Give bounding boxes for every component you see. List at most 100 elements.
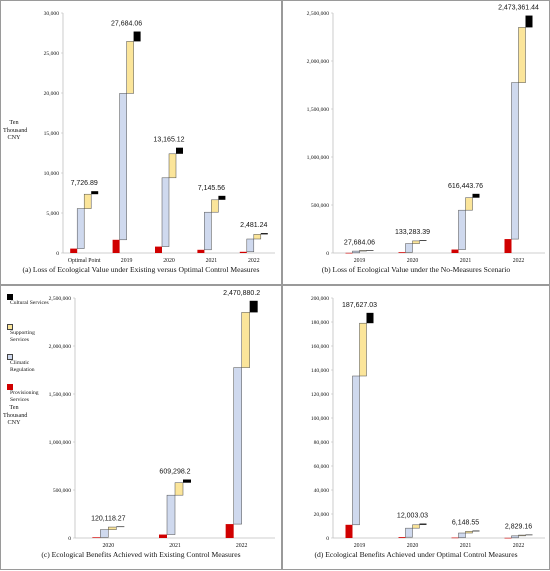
x-tick-label: 2021 bbox=[460, 258, 472, 264]
y-tick-label: 25,000 bbox=[44, 51, 60, 57]
y-tick-label: 1,500,000 bbox=[307, 107, 330, 113]
bar-supporting-2020 bbox=[168, 153, 177, 179]
bar-climatic-2021 bbox=[458, 209, 466, 250]
bar-climatic-2022 bbox=[246, 238, 255, 253]
y-tick-label: 5,000 bbox=[46, 211, 59, 217]
bar-provisioning-2020 bbox=[92, 537, 101, 538]
y-unit-label: Ten Thousand CNY bbox=[3, 119, 28, 141]
x-tick-label: 2022 bbox=[513, 543, 525, 549]
bar-cultural-2021 bbox=[472, 193, 480, 198]
x-tick-label: 2020 bbox=[407, 543, 419, 549]
x-tick-label: 2020 bbox=[407, 258, 419, 264]
chart-caption-a: (a) Loss of Ecological Value under Exist… bbox=[22, 265, 260, 274]
bar-climatic-2021 bbox=[204, 211, 212, 251]
chart-a-plot: 0 5,000 10,000 15,000 20,000 25,000 30,000 7,72… bbox=[44, 11, 275, 264]
total-data-label: 12,003.03 bbox=[397, 513, 428, 520]
y-tick-label: 80,000 bbox=[314, 440, 330, 446]
y-tick-label: 120,000 bbox=[311, 392, 329, 398]
y-tick-label: 0 bbox=[56, 251, 59, 257]
bar-provisioning-optimal-point bbox=[70, 248, 78, 253]
total-data-label: 2,829.16 bbox=[505, 524, 532, 531]
x-tick-label: 2022 bbox=[236, 543, 248, 549]
total-data-label: 2,473,361.44 bbox=[498, 5, 539, 12]
bar-provisioning-2022 bbox=[504, 239, 512, 253]
total-data-label: 27,684.06 bbox=[344, 239, 375, 246]
y-tick-label: 10,000 bbox=[44, 171, 60, 177]
bar-climatic-2019 bbox=[352, 250, 360, 254]
bar-provisioning-2020 bbox=[398, 537, 406, 538]
y-tick-label: 1,500,000 bbox=[49, 392, 72, 398]
bar-provisioning-2022 bbox=[225, 524, 234, 538]
x-tick-label: 2020 bbox=[103, 543, 115, 549]
y-tick-label: 100,000 bbox=[311, 416, 329, 422]
bar-climatic-2022 bbox=[511, 535, 519, 539]
total-data-label: 187,627.03 bbox=[342, 302, 377, 309]
bar-supporting-2021 bbox=[174, 482, 184, 496]
y-unit-label: Ten Thousand CNY bbox=[3, 404, 28, 426]
chart-b-plot: 0 500,000 1,000,000 1,500,000 2,000,000 2,500… bbox=[307, 5, 545, 264]
bar-provisioning-2022 bbox=[239, 251, 247, 253]
legend-swatch-climatic bbox=[7, 354, 13, 360]
x-tick-label: 2021 bbox=[169, 543, 181, 549]
y-tick-label: 60,000 bbox=[314, 464, 330, 470]
legend-swatch-supporting bbox=[7, 324, 13, 330]
legend-swatch-cultural bbox=[7, 294, 13, 300]
x-tick-label: 2022 bbox=[248, 258, 260, 264]
bar-cultural-2021 bbox=[472, 530, 480, 532]
chart-caption-c: (c) Ecological Benefits Achieved with Ex… bbox=[41, 550, 241, 559]
bar-cultural-2019 bbox=[366, 312, 374, 324]
bar-cultural-2021 bbox=[218, 195, 226, 200]
y-tick-label: 40,000 bbox=[314, 488, 330, 494]
y-tick-label: 180,000 bbox=[311, 320, 329, 326]
bar-cultural-2022 bbox=[260, 233, 268, 235]
x-tick-label: 2021 bbox=[206, 258, 218, 264]
bar-cultural-2022 bbox=[249, 300, 258, 313]
bar-provisioning-2019 bbox=[345, 252, 353, 254]
chart-panel-d: 0 20,000 40,000 60,000 80,000 100,000 120,000 1… bbox=[282, 285, 550, 570]
total-data-label: 609,298.2 bbox=[159, 469, 190, 476]
x-tick-label: 2019 bbox=[121, 258, 133, 264]
chart-c-plot: 0 500,000 1,000,000 1,500,000 2,000,000 2,500… bbox=[49, 290, 275, 549]
bar-supporting-2021 bbox=[465, 197, 473, 211]
bar-cultural-2020 bbox=[419, 240, 427, 241]
y-tick-label: 1,000,000 bbox=[307, 155, 330, 161]
bar-climatic-2020 bbox=[100, 529, 109, 538]
bar-supporting-2021 bbox=[211, 199, 219, 213]
y-tick-label: 20,000 bbox=[314, 512, 330, 518]
bar-cultural-2019 bbox=[366, 250, 374, 251]
bar-provisioning-2021 bbox=[451, 537, 459, 539]
bar-supporting-2020 bbox=[412, 240, 420, 244]
bar-supporting-2019 bbox=[359, 322, 367, 377]
bar-supporting-2022 bbox=[518, 534, 526, 537]
total-data-label: 7,726.89 bbox=[71, 180, 98, 187]
bar-provisioning-2020 bbox=[155, 246, 162, 253]
bar-climatic-2019 bbox=[352, 375, 360, 526]
chart-d-plot: 0 20,000 40,000 60,000 80,000 100,000 120,000 1… bbox=[311, 296, 545, 549]
bar-provisioning-2019 bbox=[112, 239, 120, 253]
total-data-label: 120,118.27 bbox=[91, 515, 126, 522]
x-tick-label: 2019 bbox=[354, 543, 366, 549]
legend-swatch-provisioning bbox=[7, 384, 13, 390]
total-data-label: 27,684.06 bbox=[111, 21, 142, 28]
y-tick-label: 20,000 bbox=[44, 91, 60, 97]
bar-cultural-2020 bbox=[419, 523, 427, 525]
bar-cultural-2021 bbox=[183, 479, 191, 483]
y-tick-label: 160,000 bbox=[311, 344, 329, 350]
x-tick-label: 2019 bbox=[354, 258, 366, 264]
x-tick-label: 2022 bbox=[513, 258, 525, 264]
total-data-label: 133,283.39 bbox=[395, 229, 430, 236]
y-tick-label: 15,000 bbox=[44, 131, 60, 137]
bar-climatic-2022 bbox=[511, 82, 519, 240]
y-tick-label: 140,000 bbox=[311, 368, 329, 374]
total-data-label: 2,470,880.2 bbox=[223, 290, 260, 297]
y-tick-label: 2,000,000 bbox=[49, 344, 72, 350]
bar-cultural-2020 bbox=[116, 526, 125, 528]
bar-provisioning-2021 bbox=[451, 249, 459, 253]
y-tick-label: 2,500,000 bbox=[49, 296, 72, 302]
bar-cultural-optimal-point bbox=[91, 191, 99, 195]
bar-supporting-2022 bbox=[518, 27, 526, 83]
total-data-label: 13,165.12 bbox=[153, 137, 184, 144]
bar-supporting-optimal-point bbox=[83, 193, 92, 209]
total-data-label: 2,481.24 bbox=[240, 222, 267, 229]
legend-label-provisioning: Provisioning Services bbox=[10, 390, 39, 403]
